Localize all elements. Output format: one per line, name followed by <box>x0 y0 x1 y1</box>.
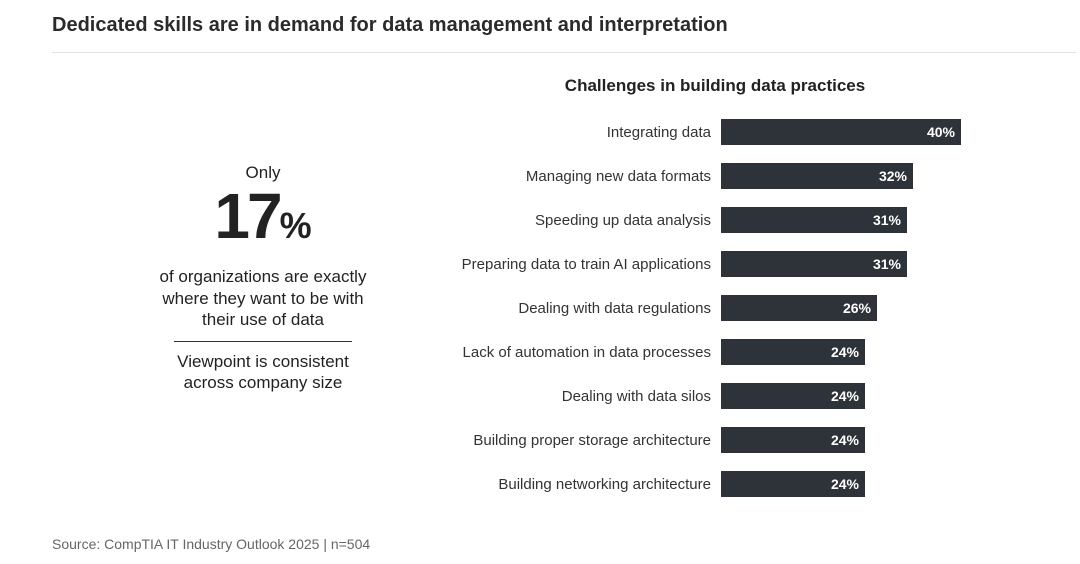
category-label: Dealing with data regulations <box>518 300 711 317</box>
stat-prefix: Only <box>245 163 281 182</box>
category-label: Building networking architecture <box>498 476 711 493</box>
bar <box>721 339 865 365</box>
source-note: Source: CompTIA IT Industry Outlook 2025… <box>52 536 371 552</box>
bar <box>721 471 865 497</box>
bar <box>721 119 961 145</box>
category-label: Speeding up data analysis <box>535 212 711 229</box>
value-label: 26% <box>843 300 872 316</box>
value-label: 31% <box>873 256 902 272</box>
value-label: 24% <box>831 344 860 360</box>
stat-description: of organizations are exactly where they … <box>159 267 367 329</box>
category-label: Preparing data to train AI applications <box>462 256 711 273</box>
category-label: Lack of automation in data processes <box>463 344 711 361</box>
value-label: 31% <box>873 212 902 228</box>
page-title: Dedicated skills are in demand for data … <box>52 14 728 36</box>
stat-note: Viewpoint is consistent across company s… <box>177 351 349 393</box>
value-label: 40% <box>927 124 956 140</box>
stat-figure: 17% <box>152 184 374 264</box>
value-label: 32% <box>879 168 908 184</box>
bar <box>721 427 865 453</box>
category-label: Dealing with data silos <box>562 388 711 405</box>
value-label: 24% <box>831 388 860 404</box>
stat-panel: Only 17% of organizations are exactly wh… <box>152 162 374 394</box>
category-label: Managing new data formats <box>526 168 711 185</box>
value-label: 24% <box>831 432 860 448</box>
chart-title: Challenges in building data practices <box>564 76 866 95</box>
stat-divider <box>174 340 352 342</box>
category-label: Integrating data <box>607 124 712 141</box>
bar-chart: Integrating data 40% Managing new data for… <box>462 119 961 497</box>
stat-unit: % <box>279 205 312 246</box>
bar <box>721 251 907 277</box>
stat-value: 17 <box>214 180 282 252</box>
title-divider <box>52 52 1076 53</box>
bar <box>721 383 865 409</box>
value-label: 24% <box>831 476 860 492</box>
bar <box>721 163 913 189</box>
category-label: Building proper storage architecture <box>473 432 711 449</box>
bar <box>721 295 877 321</box>
bar <box>721 207 907 233</box>
